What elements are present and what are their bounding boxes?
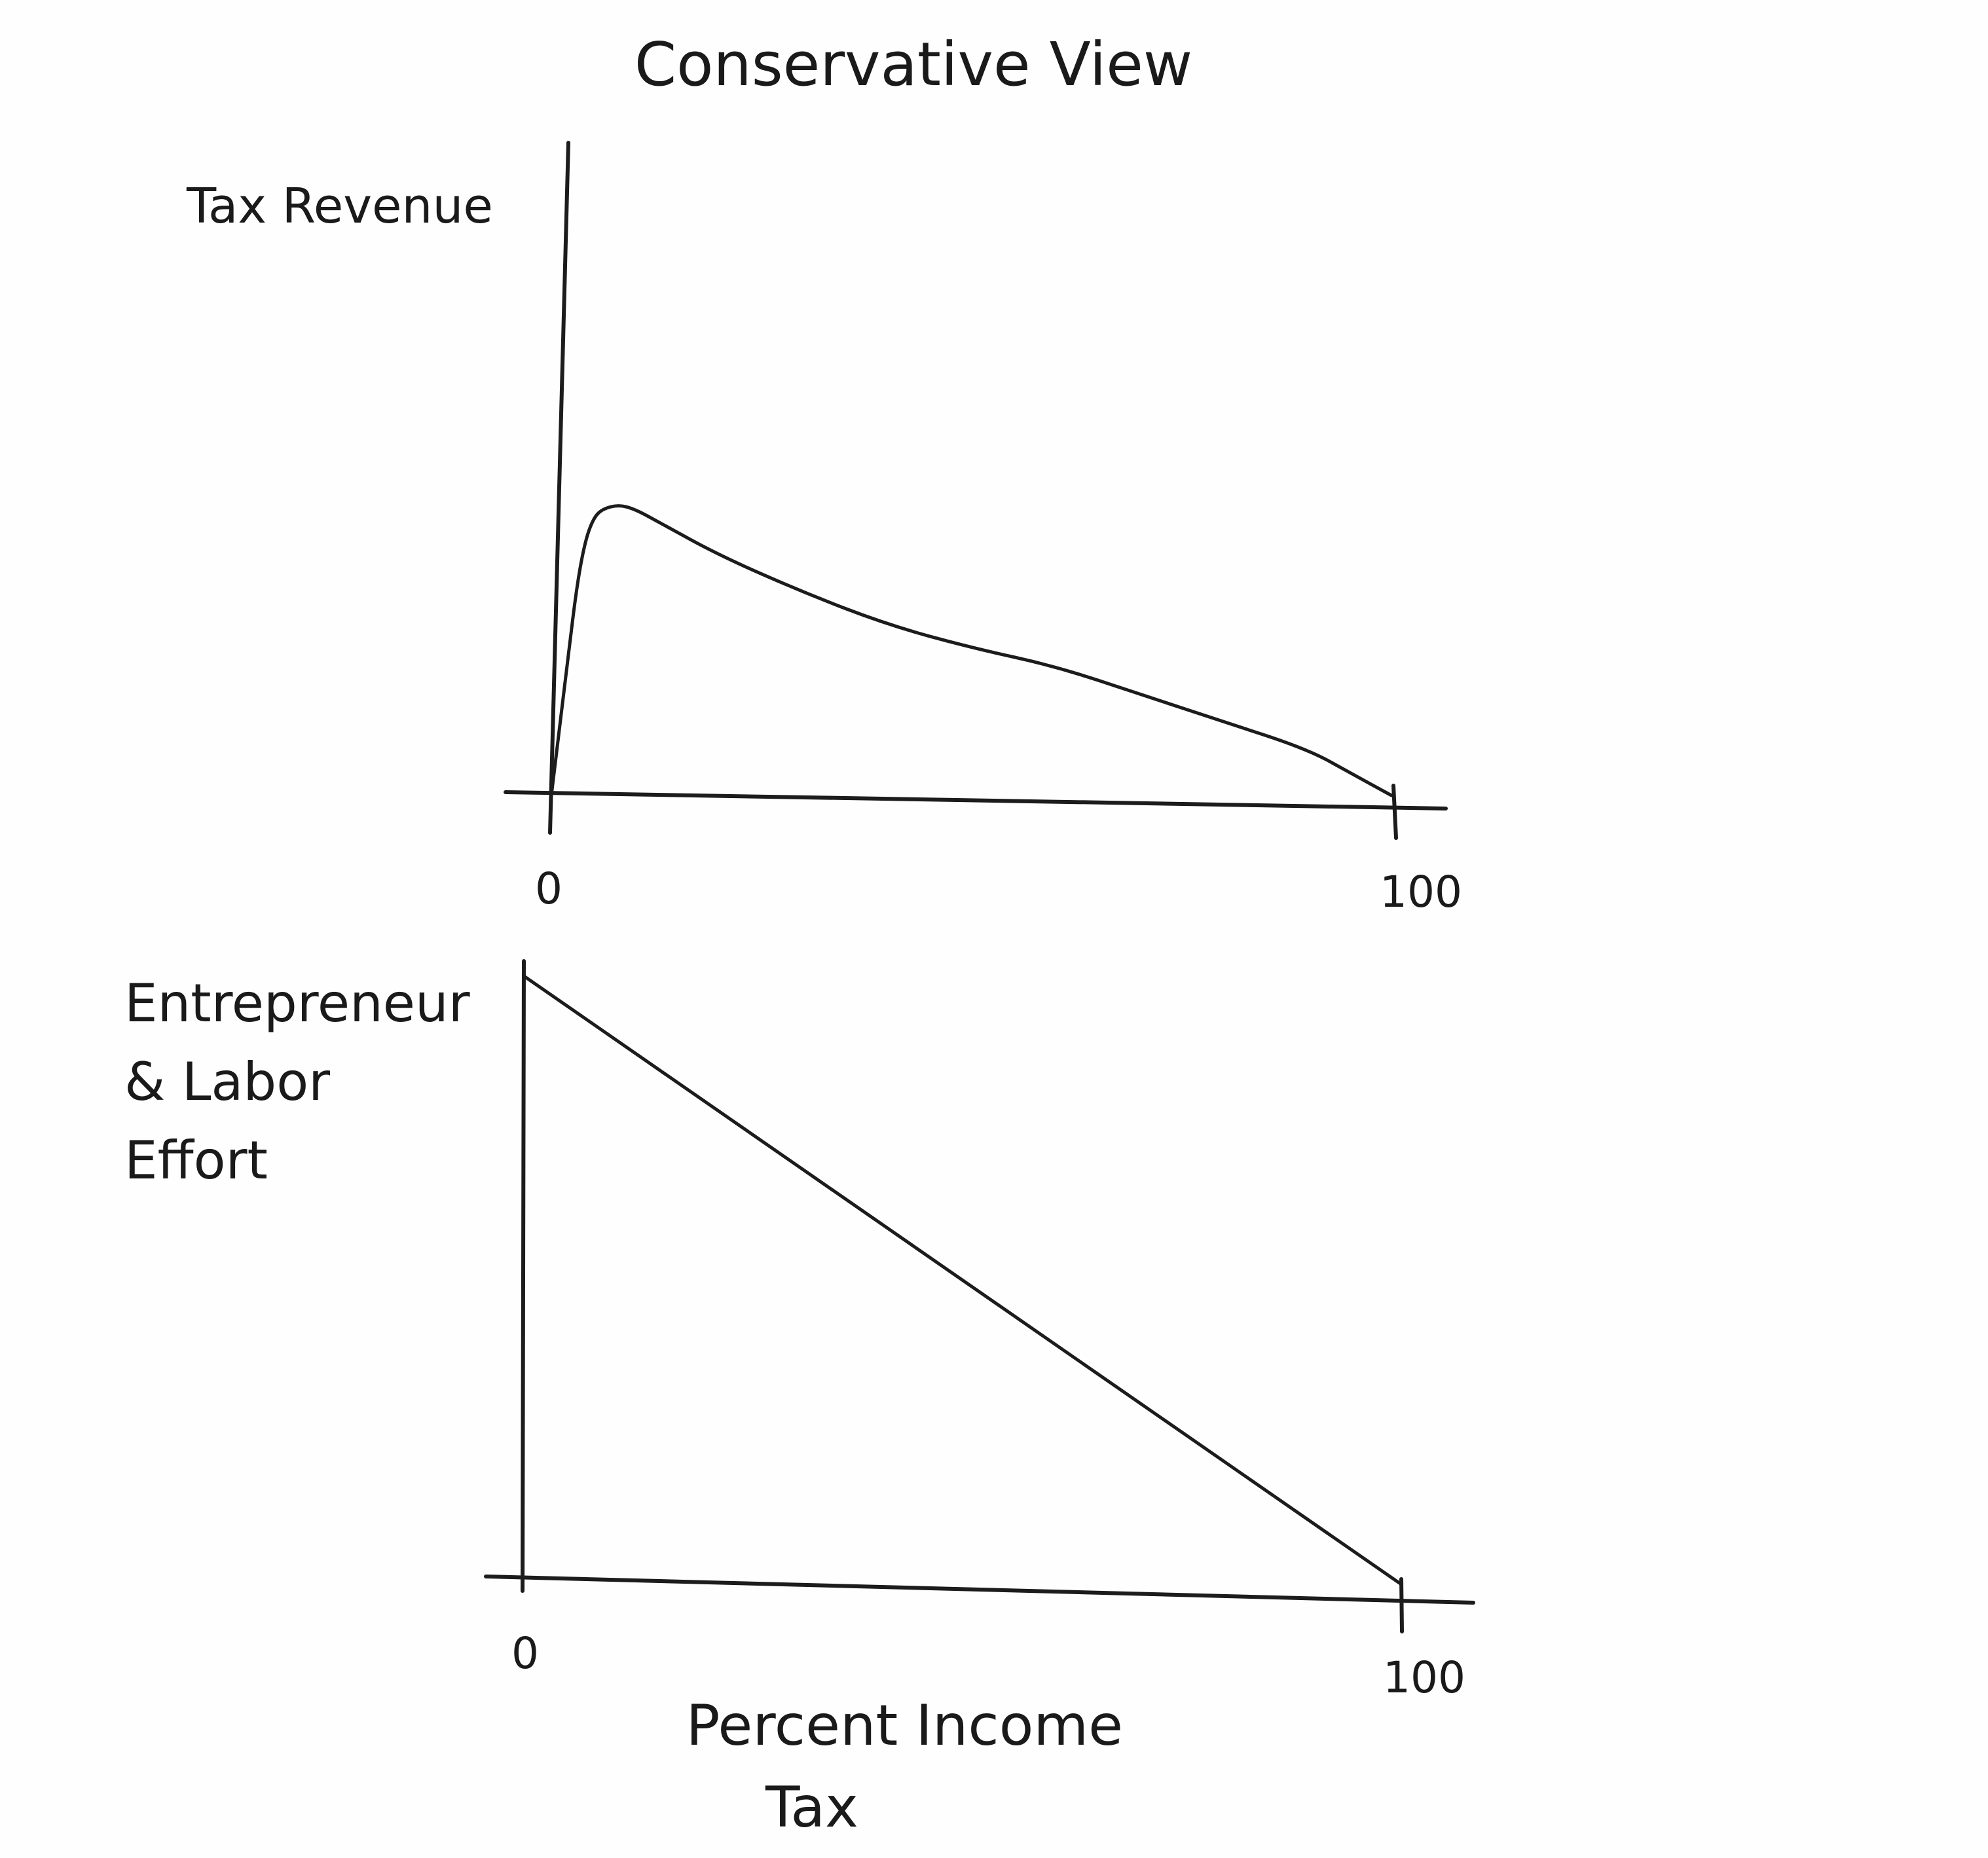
x-tick-100	[1399, 1577, 1404, 1633]
y-axis	[548, 141, 570, 835]
tick-label-100: 100	[1383, 1652, 1465, 1703]
chart-effort: Entrepreneur & Labor Effort 0 100 Percen…	[124, 959, 1475, 1840]
series-line	[549, 504, 1393, 797]
x-tick-100	[1391, 784, 1398, 840]
x-axis-label: Percent Income Tax	[686, 1693, 1141, 1840]
y-axis-label: Entrepreneur & Labor Effort	[124, 973, 487, 1191]
x-axis	[484, 1575, 1475, 1605]
tick-label-0: 0	[535, 864, 562, 914]
y-axis	[521, 959, 526, 1593]
x-axis	[504, 790, 1448, 811]
y-axis-label: Tax Revenue	[186, 178, 493, 234]
page-title: Conservative View	[635, 29, 1192, 100]
chart-tax-revenue: Tax Revenue 0 100	[186, 141, 1462, 917]
series-line	[522, 974, 1403, 1586]
tick-label-0: 0	[511, 1628, 539, 1679]
tick-label-100: 100	[1380, 867, 1462, 917]
